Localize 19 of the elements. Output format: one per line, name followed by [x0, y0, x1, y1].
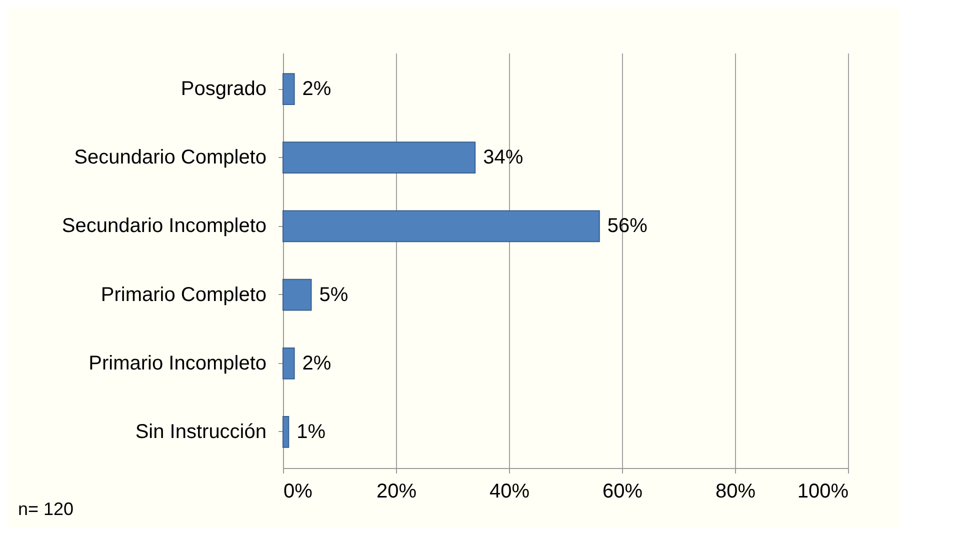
x-tick-label: 80% — [715, 480, 756, 502]
data-label: 2% — [302, 78, 332, 100]
y-tick-label: Secundario Incompleto — [62, 215, 266, 238]
x-tick-label: 0% — [284, 480, 313, 502]
y-tick-label: Secundario Completo — [74, 146, 266, 169]
data-label: 2% — [302, 352, 332, 374]
x-tick-label: 40% — [489, 480, 530, 502]
data-label: 34% — [483, 146, 524, 169]
x-tick-label: 60% — [602, 480, 643, 502]
data-label: 56% — [607, 215, 648, 238]
x-tick-label: 100% — [797, 480, 849, 502]
data-label: 1% — [296, 420, 326, 443]
y-tick-label: Sin Instrucción — [135, 420, 266, 443]
text: n= 120 — [18, 499, 74, 519]
y-tick-label: Posgrado — [180, 78, 266, 100]
y-tick-label: Primario Incompleto — [88, 352, 266, 374]
x-tick-label: 20% — [376, 480, 417, 502]
data-label: 5% — [319, 284, 348, 306]
y-tick-label: Primario Completo — [100, 284, 266, 306]
